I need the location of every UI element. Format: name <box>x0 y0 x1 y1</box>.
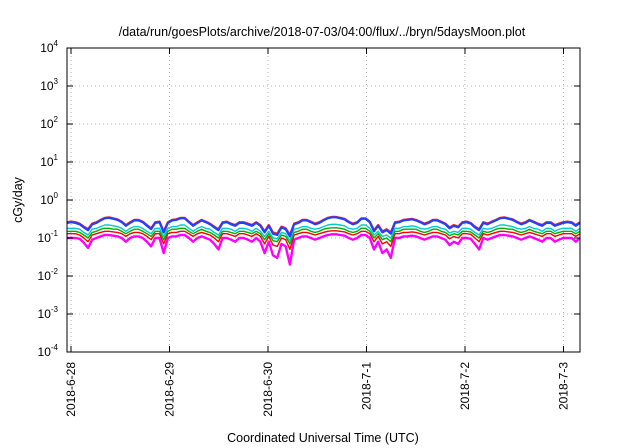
x-tick-label: 2018-7-1 <box>360 362 374 410</box>
y-tick-label: 100 <box>40 191 58 207</box>
series-line-2 <box>67 230 581 251</box>
y-tick-label: 10-2 <box>38 267 59 283</box>
x-axis-label: Coordinated Universal Time (UTC) <box>227 431 419 445</box>
series-layer <box>66 215 581 266</box>
x-tick-label: 2018-7-2 <box>458 362 472 410</box>
y-tick-label: 10-1 <box>38 229 59 245</box>
y-tick-label: 102 <box>40 115 58 131</box>
x-tick-label: 2018-7-3 <box>557 362 571 410</box>
y-tick-label: 10-3 <box>38 305 59 321</box>
series-line-6 <box>66 216 581 238</box>
series-line-4 <box>67 223 581 242</box>
y-tick-label: 103 <box>40 77 58 93</box>
x-tick-label: 2018-6-29 <box>163 362 177 417</box>
x-axis-ticks: 2018-6-28 2018-6-29 2018-6-30 2018-7-1 2018-… <box>64 48 571 417</box>
y-tick-label: 101 <box>40 153 58 169</box>
chart-title: /data/run/goesPlots/archive/2018-07-03/0… <box>119 25 526 39</box>
y-axis-ticks: 104 103 102 101 100 10-1 10-2 10-3 10-4 <box>38 39 580 359</box>
y-axis-label: cGy/day <box>11 176 25 223</box>
x-tick-label: 2018-6-28 <box>64 362 78 417</box>
series-line-1 <box>67 233 581 266</box>
y-tick-label: 10-4 <box>38 343 59 359</box>
y-tick-label: 104 <box>40 39 58 55</box>
series-line-3 <box>67 227 581 245</box>
x-tick-label: 2018-6-30 <box>261 362 275 417</box>
